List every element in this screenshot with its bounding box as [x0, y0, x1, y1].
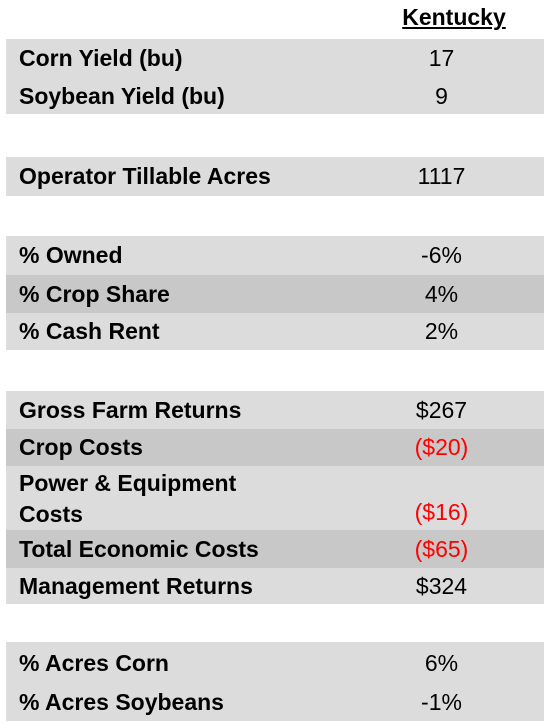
row-label: % Acres Corn — [19, 649, 169, 676]
table-row-soybean-yield: Soybean Yield (bu) 9 — [6, 78, 544, 114]
table-row-management-returns: Management Returns $324 — [6, 568, 544, 604]
row-label: Operator Tillable Acres — [19, 163, 271, 189]
table-row-pct-cash-rent: % Cash Rent 2% — [6, 313, 544, 350]
table-row-total-economic-costs: Total Economic Costs ($65) — [6, 530, 544, 568]
row-value: $267 — [415, 396, 468, 423]
table-row-corn-yield: Corn Yield (bu) 17 — [6, 39, 544, 78]
table-row-operator-tillable-acres: Operator Tillable Acres 1117 — [6, 157, 544, 196]
row-value: 17 — [428, 45, 455, 71]
table-row-pct-acres-soybeans: % Acres Soybeans -1% — [6, 684, 544, 721]
table-row-pct-crop-share: % Crop Share 4% — [6, 275, 544, 313]
row-value: $324 — [415, 572, 468, 599]
row-label: Total Economic Costs — [19, 535, 259, 562]
column-header-state: Kentucky — [402, 4, 506, 30]
table-row-power-equipment-costs: Power & Equipment Costs ($16) — [6, 466, 544, 530]
row-value: ($20) — [414, 434, 469, 460]
row-label: % Owned — [19, 242, 123, 268]
row-label: % Crop Share — [19, 280, 170, 307]
table-row-pct-owned: % Owned -6% — [6, 236, 544, 275]
row-value: ($16) — [414, 499, 469, 525]
row-value: 9 — [435, 82, 448, 109]
table-row-crop-costs: Crop Costs ($20) — [6, 429, 544, 466]
row-label: Corn Yield (bu) — [19, 45, 183, 71]
row-value: 6% — [424, 649, 459, 676]
row-label: Power & Equipment Costs — [6, 468, 375, 530]
row-label: % Cash Rent — [19, 318, 160, 344]
row-value: -6% — [421, 242, 462, 268]
row-value: -1% — [421, 689, 462, 715]
row-value: 2% — [424, 318, 459, 344]
row-label: Crop Costs — [19, 434, 143, 460]
row-label: % Acres Soybeans — [19, 689, 224, 715]
row-label-line: Costs — [19, 501, 83, 527]
table-row-gross-farm-returns: Gross Farm Returns $267 — [6, 391, 544, 429]
row-value: 4% — [424, 280, 459, 307]
row-value: ($65) — [414, 535, 469, 562]
row-label: Management Returns — [19, 572, 253, 599]
row-label: Gross Farm Returns — [19, 396, 242, 423]
table-row-pct-acres-corn: % Acres Corn 6% — [6, 642, 544, 684]
row-label: Soybean Yield (bu) — [19, 82, 225, 109]
row-value: 1117 — [417, 163, 466, 189]
row-label-line: Power & Equipment — [19, 470, 237, 496]
